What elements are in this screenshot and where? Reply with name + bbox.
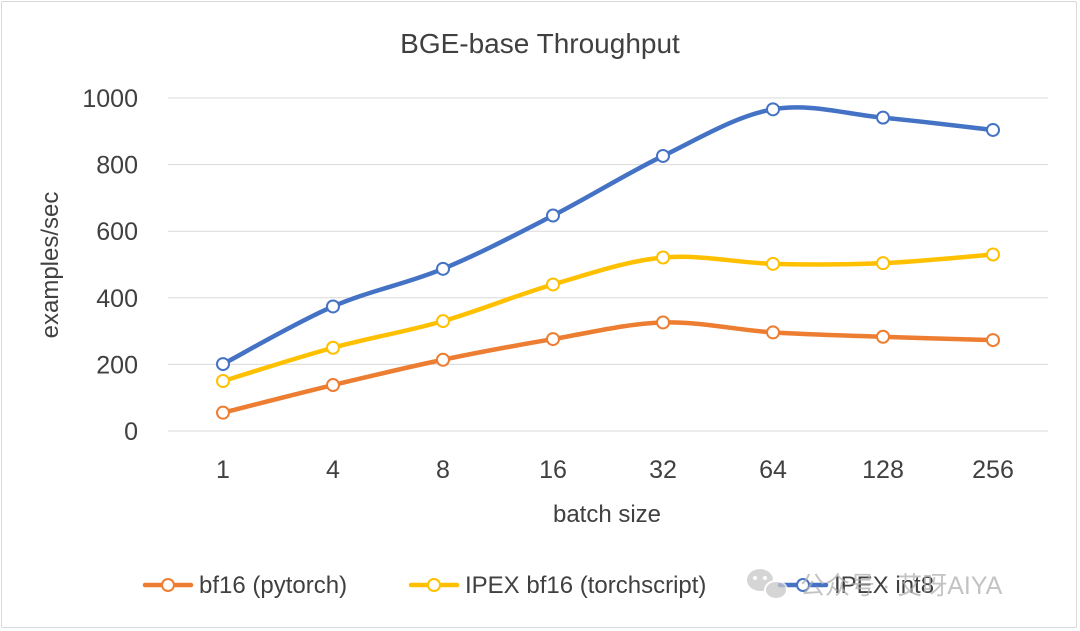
data-point	[876, 256, 890, 271]
data-point	[436, 261, 450, 276]
data-point	[986, 122, 1000, 137]
y-axis-title: examples/sec	[37, 192, 64, 339]
data-point	[546, 277, 560, 292]
data-point	[216, 405, 230, 420]
data-point	[766, 102, 780, 117]
x-tick-label: 128	[862, 456, 904, 484]
series-line	[220, 320, 996, 415]
series-line	[220, 105, 996, 367]
y-tick-label: 1000	[82, 85, 138, 113]
legend: bf16 (pytorch) IPEX bf16 (torchscript) I…	[142, 572, 934, 599]
legend-marker	[796, 578, 810, 592]
data-point	[436, 314, 450, 329]
series-0	[216, 315, 1000, 420]
watermark-text: 公众号 · 艾呀AIYA	[800, 572, 1003, 600]
legend-item-bf16: bf16 (pytorch)	[142, 572, 347, 599]
x-tick-labels: 1 4 8 16 32 64 128 256	[216, 456, 1014, 484]
x-tick-label: 32	[649, 456, 677, 484]
legend-label: IPEX int8	[834, 572, 934, 599]
data-point	[656, 148, 670, 163]
data-point	[766, 256, 780, 271]
watermark: 公众号 · 艾呀AIYA	[747, 569, 1003, 600]
legend-item-ipex-int8: IPEX int8	[777, 572, 934, 599]
y-tick-label: 200	[96, 351, 138, 379]
data-point	[326, 299, 340, 314]
legend-marker	[161, 578, 175, 592]
series-line	[220, 252, 996, 384]
legend-label: bf16 (pytorch)	[199, 572, 347, 599]
y-tick-label: 600	[96, 218, 138, 246]
x-tick-label: 1	[216, 456, 230, 484]
chart-title: BGE-base Throughput	[400, 28, 680, 59]
data-point	[326, 340, 340, 355]
data-point	[656, 250, 670, 265]
data-point	[326, 378, 340, 393]
data-point	[656, 315, 670, 330]
x-tick-label: 64	[759, 456, 787, 484]
data-point	[876, 329, 890, 344]
x-tick-label: 8	[436, 456, 450, 484]
x-tick-label: 4	[326, 456, 340, 484]
data-point	[766, 325, 780, 340]
data-point	[216, 374, 230, 389]
data-point	[216, 357, 230, 372]
data-point	[436, 352, 450, 367]
data-point	[876, 110, 890, 125]
y-tick-label: 0	[124, 418, 138, 446]
series-1	[216, 247, 1000, 389]
y-tick-label: 800	[96, 152, 138, 180]
x-tick-label: 256	[972, 456, 1014, 484]
data-point	[986, 247, 1000, 262]
y-tick-labels: 0 200 400 600 800 1000	[82, 85, 138, 446]
legend-marker	[427, 578, 441, 592]
series-layer	[216, 102, 1000, 420]
x-axis-title: batch size	[553, 501, 661, 528]
x-tick-label: 16	[539, 456, 567, 484]
wechat-icon	[747, 569, 788, 600]
y-tick-label: 400	[96, 285, 138, 313]
series-2	[216, 102, 1000, 372]
data-point	[546, 208, 560, 223]
data-point	[546, 332, 560, 347]
legend-item-ipex-bf16: IPEX bf16 (torchscript)	[408, 572, 706, 599]
gridlines	[168, 97, 1048, 432]
legend-label: IPEX bf16 (torchscript)	[465, 572, 706, 599]
data-point	[986, 333, 1000, 348]
